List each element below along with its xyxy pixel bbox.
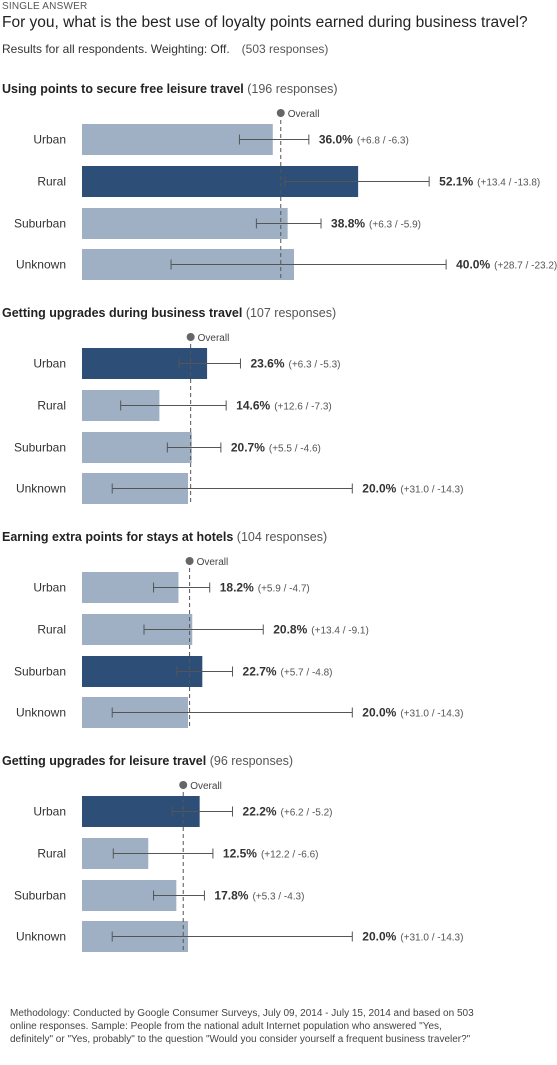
section-title: Getting upgrades during business travel …	[2, 306, 336, 320]
value-label: 12.5%	[223, 847, 257, 861]
value-label: 17.8%	[214, 889, 248, 903]
value-label: 20.7%	[231, 441, 265, 455]
overall-marker	[185, 557, 194, 565]
data-label: 20.8% (+13.4 / -9.1)	[273, 623, 369, 637]
value-label: 14.6%	[236, 399, 270, 413]
overall-marker	[179, 781, 188, 789]
ci-label: (+28.7 / -23.2)	[494, 261, 557, 272]
value-label: 36.0%	[319, 133, 353, 147]
category-label: Rural	[37, 623, 66, 637]
data-label: 22.2% (+6.2 / -5.2)	[243, 805, 333, 819]
section-responses: (96 responses)	[209, 754, 294, 768]
data-label: 20.0% (+31.0 / -14.3)	[362, 482, 463, 496]
data-label: 36.0% (+6.8 / -6.3)	[319, 133, 409, 147]
overall-marker	[186, 333, 195, 341]
section-title-text: Getting upgrades during business travel	[2, 306, 243, 320]
ci-label: (+31.0 / -14.3)	[400, 485, 463, 496]
section-responses: (196 responses)	[247, 82, 338, 96]
overall-marker	[276, 109, 285, 117]
value-label: 52.1%	[439, 175, 473, 189]
chart-section: Earning extra points for stays at hotels…	[0, 530, 557, 740]
ci-label: (+6.3 / -5.9)	[369, 220, 421, 231]
section-title-text: Getting upgrades for leisure travel	[2, 754, 207, 768]
value-label: 22.2%	[243, 805, 277, 819]
data-label: 17.8% (+5.3 / -4.3)	[214, 889, 304, 903]
data-label: 12.5% (+12.2 / -6.6)	[223, 847, 319, 861]
question-title: For you, what is the best use of loyalty…	[2, 14, 528, 31]
data-label: 14.6% (+12.6 / -7.3)	[236, 399, 332, 413]
data-label: 20.0% (+31.0 / -14.3)	[362, 930, 463, 944]
data-label: 20.7% (+5.5 / -4.6)	[231, 441, 321, 455]
bar-chart: Urban 18.2% (+5.9 / -4.7) Rural 20.8% (+13.4 …	[14, 557, 463, 728]
overall-label: Overall	[197, 557, 229, 568]
ci-label: (+31.0 / -14.3)	[400, 709, 463, 720]
data-label: 52.1% (+13.4 / -13.8)	[439, 175, 540, 189]
value-label: 23.6%	[250, 357, 284, 371]
value-label: 20.8%	[273, 623, 307, 637]
section-title-text: Using points to secure free leisure trav…	[2, 82, 244, 96]
section-responses: (107 responses)	[245, 306, 337, 320]
ci-label: (+6.8 / -6.3)	[357, 136, 409, 147]
category-label: Unknown	[16, 930, 66, 944]
category-label: Rural	[37, 847, 66, 861]
ci-label: (+31.0 / -14.3)	[400, 933, 463, 944]
ci-label: (+13.4 / -13.8)	[477, 178, 540, 189]
value-label: 40.0%	[456, 258, 490, 272]
category-label: Rural	[37, 399, 66, 413]
bar-chart: Urban 22.2% (+6.2 / -5.2) Rural 12.5% (+12.2 …	[14, 781, 463, 952]
overall-label: Overall	[288, 109, 320, 120]
bar	[82, 208, 288, 239]
category-label: Urban	[33, 133, 66, 147]
value-label: 22.7%	[243, 665, 277, 679]
value-label: 38.8%	[331, 217, 365, 231]
ci-label: (+5.3 / -4.3)	[252, 892, 304, 903]
ci-label: (+6.3 / -5.3)	[289, 360, 341, 371]
total-responses: (503 responses)	[241, 42, 329, 56]
chart-section: Getting upgrades during business travel …	[0, 306, 557, 516]
section-title: Earning extra points for stays at hotels…	[2, 530, 327, 544]
section-title: Getting upgrades for leisure travel (96 …	[2, 754, 293, 768]
bar-chart: Urban 23.6% (+6.3 / -5.3) Rural 14.6% (+12.6 …	[14, 333, 463, 504]
category-label: Rural	[37, 175, 66, 189]
data-label: 22.7% (+5.7 / -4.8)	[243, 665, 333, 679]
value-label: 20.0%	[362, 482, 396, 496]
ci-label: (+5.9 / -4.7)	[258, 584, 310, 595]
category-label: Urban	[33, 357, 66, 371]
single-answer-label: SINGLE ANSWER	[2, 1, 88, 12]
data-label: 38.8% (+6.3 / -5.9)	[331, 217, 421, 231]
category-label: Unknown	[16, 258, 66, 272]
overall-label: Overall	[190, 781, 222, 792]
section-title-text: Earning extra points for stays at hotels	[2, 530, 234, 544]
category-label: Suburban	[14, 217, 66, 231]
value-label: 18.2%	[220, 581, 254, 595]
category-label: Urban	[33, 581, 66, 595]
results-text: Results for all respondents. Weighting: …	[2, 42, 230, 56]
ci-label: (+12.6 / -7.3)	[274, 402, 332, 413]
data-label: 40.0% (+28.7 / -23.2)	[456, 258, 557, 272]
data-label: 18.2% (+5.9 / -4.7)	[220, 581, 310, 595]
data-label: 23.6% (+6.3 / -5.3)	[250, 357, 340, 371]
category-label: Suburban	[14, 665, 66, 679]
ci-label: (+12.2 / -6.6)	[261, 850, 319, 861]
value-label: 20.0%	[362, 706, 396, 720]
chart-section: Using points to secure free leisure trav…	[0, 82, 557, 292]
section-responses: (104 responses)	[236, 530, 328, 544]
ci-label: (+13.4 / -9.1)	[311, 626, 369, 637]
bar-chart: Urban 36.0% (+6.8 / -6.3) Rural 52.1% (+13.4 …	[14, 109, 557, 280]
chart-section: Getting upgrades for leisure travel (96 …	[0, 754, 557, 964]
data-label: 20.0% (+31.0 / -14.3)	[362, 706, 463, 720]
category-label: Suburban	[14, 441, 66, 455]
category-label: Unknown	[16, 482, 66, 496]
category-label: Unknown	[16, 706, 66, 720]
results-summary: Results for all respondents. Weighting: …	[2, 42, 328, 56]
value-label: 20.0%	[362, 930, 396, 944]
category-label: Suburban	[14, 889, 66, 903]
methodology-note: Methodology: Conducted by Google Consume…	[10, 1008, 474, 1045]
overall-label: Overall	[198, 333, 230, 344]
ci-label: (+5.5 / -4.6)	[269, 444, 321, 455]
ci-label: (+6.2 / -5.2)	[281, 808, 333, 819]
category-label: Urban	[33, 805, 66, 819]
section-title: Using points to secure free leisure trav…	[2, 82, 338, 96]
ci-label: (+5.7 / -4.8)	[281, 668, 333, 679]
